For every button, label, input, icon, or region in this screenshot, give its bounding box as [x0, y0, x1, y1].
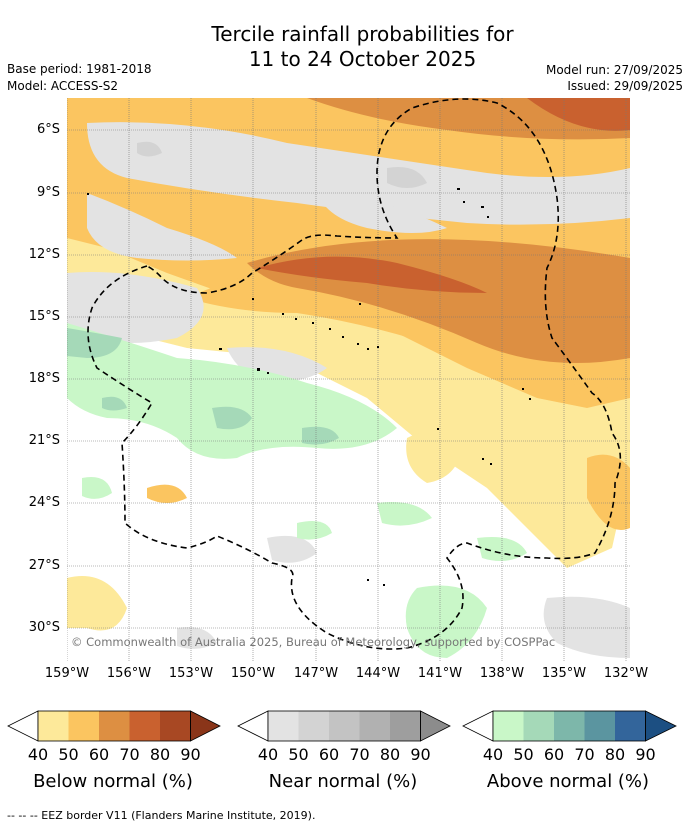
colorbar-swatch	[160, 711, 191, 741]
colorbar-tick: 90	[180, 745, 201, 764]
colorbar-above-normal	[462, 710, 677, 742]
colorbar-tick: 80	[379, 745, 401, 764]
colorbar-tick: 80	[149, 745, 171, 764]
colorbar-over-arrow	[420, 710, 451, 742]
issued-date: Issued: 29/09/2025	[567, 79, 683, 93]
base-period: Base period: 1981-2018	[7, 62, 152, 76]
colorbar-title-above: Above normal (%)	[486, 771, 650, 792]
colorbar-tick: 40	[27, 745, 49, 764]
title-line-1: Tercile rainfall probabilities for	[211, 22, 514, 46]
colorbar-tick: 70	[574, 745, 595, 764]
model-run: Model run: 27/09/2025	[545, 63, 683, 77]
colorbar-swatch	[554, 711, 585, 741]
copyright-notice: © Commonwealth of Australia 2025, Bureau…	[71, 635, 555, 649]
lat-label: 18°S	[28, 371, 60, 386]
lat-label: 9°S	[36, 185, 60, 200]
islands	[87, 188, 531, 586]
colorbar-title-near: Near normal (%)	[268, 771, 418, 792]
lat-label: 6°S	[36, 122, 60, 137]
lat-label: 15°S	[28, 309, 60, 324]
colorbar-tick: 40	[257, 745, 279, 764]
colorbar-under-arrow	[7, 710, 39, 742]
above-normal-region	[67, 323, 527, 658]
colorbar-tick: 60	[88, 745, 110, 764]
colorbar-swatch	[298, 711, 329, 741]
lon-label: 147°W	[293, 666, 339, 681]
title-line-2: 11 to 24 October 2025	[248, 47, 477, 71]
colorbar-swatch	[523, 711, 554, 741]
lat-label: 12°S	[28, 247, 60, 262]
colorbar-near-normal	[237, 710, 451, 742]
colorbar-swatch	[99, 711, 130, 741]
colorbar-below-normal	[7, 710, 221, 742]
colorbar-tick: 80	[604, 745, 626, 764]
colorbar-swatch	[390, 711, 421, 741]
colorbar-tick: 70	[119, 745, 140, 764]
lon-label: 132°W	[603, 666, 649, 681]
lat-label: 21°S	[28, 433, 60, 448]
near-normal-region	[67, 122, 630, 658]
colorbar-tick: 70	[349, 745, 370, 764]
colorbar-swatch	[68, 711, 99, 741]
lon-label: 159°W	[44, 666, 90, 681]
colorbar-tick: 90	[410, 745, 431, 764]
colorbar-swatch	[329, 711, 360, 741]
map-title: Tercile rainfall probabilities for 11 to…	[0, 22, 690, 72]
eez-border	[87, 98, 622, 650]
colorbar-over-arrow	[190, 710, 221, 742]
colorbar-under-arrow	[237, 710, 269, 742]
colorbar-swatch	[38, 711, 69, 741]
colorbar-tick: 40	[482, 745, 504, 764]
colorbar-tick: 50	[513, 745, 534, 764]
colorbar-legends	[7, 710, 677, 742]
lat-label: 24°S	[28, 495, 60, 510]
colorbar-swatch	[615, 711, 646, 741]
colorbar-swatch	[359, 711, 390, 741]
colorbar-title-below: Below normal (%)	[33, 771, 193, 792]
colorbar-tick: 50	[58, 745, 79, 764]
colorbar-under-arrow	[462, 710, 494, 742]
lon-label: 138°W	[479, 666, 525, 681]
lon-label: 153°W	[168, 666, 214, 681]
colorbar-tick: 90	[635, 745, 656, 764]
colorbar-tick: 60	[318, 745, 340, 764]
colorbar-swatch	[584, 711, 615, 741]
lon-label: 135°W	[541, 666, 587, 681]
model-name: Model: ACCESS-S2	[7, 79, 119, 93]
lat-label: 27°S	[28, 558, 60, 573]
colorbar-swatch	[268, 711, 299, 741]
colorbar-over-arrow	[645, 710, 677, 742]
colorbar-swatch	[493, 711, 524, 741]
eez-border-note: -- -- -- EEZ border V11 (Flanders Marine…	[7, 809, 316, 822]
lon-label: 156°W	[106, 666, 152, 681]
lon-label: 144°W	[355, 666, 401, 681]
rainfall-probability-map: © Commonwealth of Australia 2025, Bureau…	[67, 98, 630, 661]
lon-label: 141°W	[417, 666, 463, 681]
colorbar-swatch	[129, 711, 160, 741]
lon-label: 150°W	[230, 666, 276, 681]
colorbar-tick: 50	[288, 745, 309, 764]
colorbar-tick: 60	[543, 745, 565, 764]
lat-label: 30°S	[28, 620, 60, 635]
